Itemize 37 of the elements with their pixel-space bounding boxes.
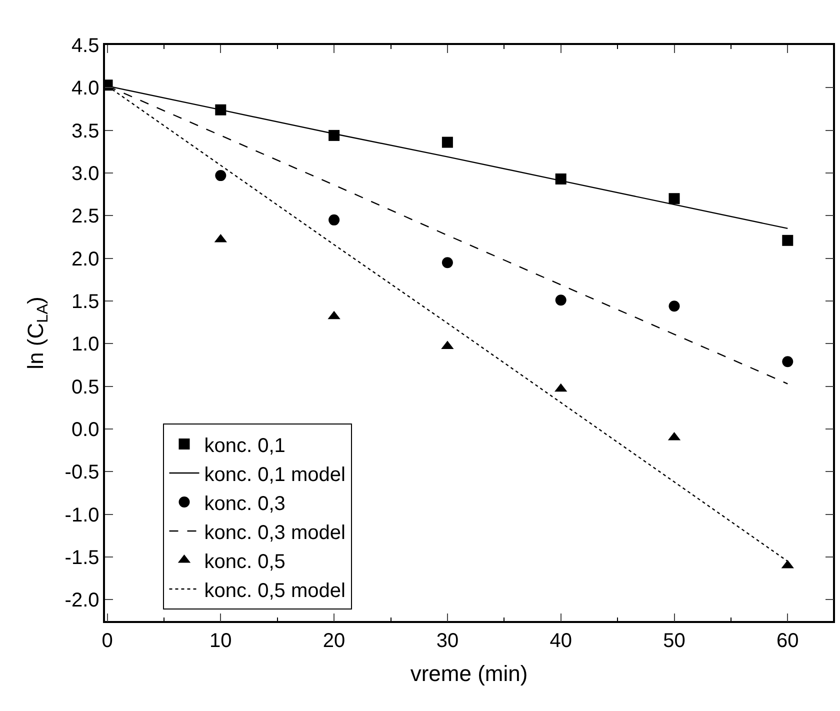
y-tick-label: 0.5: [71, 376, 100, 398]
y-tick-label: 3.5: [71, 120, 100, 142]
legend-label: konc. 0,3: [204, 492, 286, 515]
y-tick-label: -1.0: [64, 504, 100, 526]
y-tick-label: 0.0: [71, 419, 100, 441]
point: [668, 193, 680, 204]
y-tick-label: 1.0: [71, 334, 100, 356]
point: [442, 136, 453, 148]
x-tick-label: 40: [550, 630, 572, 652]
legend-label: konc. 0,5: [204, 550, 286, 573]
y-tick-label: 4.0: [71, 78, 100, 100]
y-tick-label: 2.0: [71, 248, 100, 270]
y-tick-label: 2.5: [71, 206, 100, 228]
legend-label: konc. 0,1 model: [204, 464, 346, 486]
point: [668, 300, 680, 312]
x-tick-label: 10: [210, 630, 232, 652]
y-tick-label: 3.0: [71, 163, 100, 185]
x-tick-label: 30: [436, 630, 459, 652]
legend-label: konc. 0,5 model: [204, 580, 346, 602]
point: [782, 234, 794, 246]
x-tick-label: 20: [322, 630, 346, 652]
x-tick-label: 0: [102, 630, 113, 652]
y-tick-label: 1.5: [71, 291, 100, 313]
y-tick-label: -1.5: [64, 547, 100, 569]
x-tick-label: 50: [663, 630, 686, 652]
point: [782, 356, 794, 368]
x-tick-label: 60: [776, 630, 799, 652]
point: [328, 214, 340, 226]
legend-label: konc. 0,1: [204, 434, 286, 457]
y-tick-label: -2.0: [64, 590, 100, 612]
point: [442, 257, 453, 268]
y-tick-label: 4.5: [71, 35, 100, 57]
point: [215, 170, 226, 182]
point: [555, 294, 566, 306]
x-axis-title: vreme (min): [410, 661, 528, 686]
legend-label: konc. 0,3 model: [204, 522, 346, 544]
y-tick-label: -0.5: [64, 462, 100, 484]
